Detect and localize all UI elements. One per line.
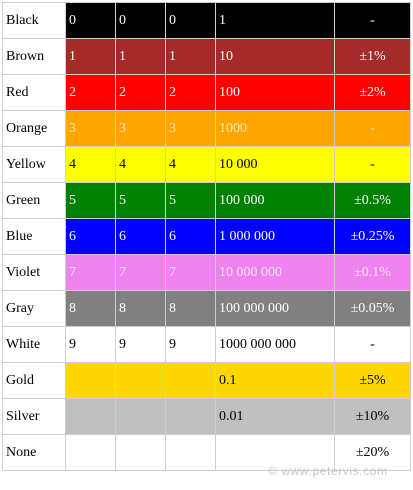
table-row: None ±20% [2,434,411,471]
digit-2-cell: 8 [115,291,165,326]
digit-2-cell [115,435,165,470]
color-name-cell: Red [2,75,65,110]
digit-2-cell: 6 [115,219,165,254]
color-name-cell: Blue [2,219,65,254]
digit-2-cell [115,399,165,434]
color-name-cell: Silver [2,399,65,434]
multiplier-cell: 100 [215,75,334,110]
table-row: White 9 9 9 1000 000 000- [2,326,411,362]
digit-1-cell: 7 [65,255,115,290]
digit-3-cell: 8 [165,291,215,326]
table-row: Green 5 5 5 100 000 ±0.5% [2,182,411,218]
multiplier-cell: 10 [215,39,334,74]
digit-1-cell: 5 [65,183,115,218]
tolerance-cell: ±0.05% [334,291,411,326]
digit-3-cell: 3 [165,111,215,146]
multiplier-cell: 100 000 000 [215,291,334,326]
digit-1-cell: 9 [65,327,115,362]
color-name-cell: Yellow [2,147,65,182]
multiplier-cell: 1000 [215,111,334,146]
color-name-cell: Orange [2,111,65,146]
multiplier-cell: 1 000 000 [215,219,334,254]
table-row: Silver 0.01 ±10% [2,398,411,434]
digit-1-cell: 4 [65,147,115,182]
digit-1-cell: 3 [65,111,115,146]
tolerance-cell: - [334,147,411,182]
digit-2-cell: 0 [115,3,165,38]
digit-3-cell: 0 [165,3,215,38]
table-row: Yellow 4 4 4 10 000- [2,146,411,182]
tolerance-cell: ±0.1% [334,255,411,290]
digit-2-cell: 7 [115,255,165,290]
digit-1-cell: 1 [65,39,115,74]
tolerance-cell: ±0.25% [334,219,411,254]
digit-3-cell: 1 [165,39,215,74]
digit-2-cell [115,363,165,398]
digit-3-cell: 6 [165,219,215,254]
multiplier-cell: 1 [215,3,334,38]
tolerance-cell: ±1% [334,39,411,74]
multiplier-cell: 100 000 [215,183,334,218]
color-name-cell: Green [2,183,65,218]
multiplier-cell: 1000 000 000 [215,327,334,362]
color-name-cell: Gold [2,363,65,398]
digit-1-cell [65,363,115,398]
digit-3-cell: 9 [165,327,215,362]
color-name-cell: Brown [2,39,65,74]
tolerance-cell: ±5% [334,363,411,398]
tolerance-cell: - [334,327,411,362]
tolerance-cell: ±10% [334,399,411,434]
digit-2-cell: 2 [115,75,165,110]
multiplier-cell: 10 000 000 [215,255,334,290]
table-row: Brown 1 1 1 10 ±1% [2,38,411,74]
digit-3-cell: 2 [165,75,215,110]
color-name-cell: Black [2,3,65,38]
color-name-cell: Violet [2,255,65,290]
table-row: Black 0 0 0 1- [2,2,411,38]
digit-3-cell: 4 [165,147,215,182]
digit-3-cell: 5 [165,183,215,218]
digit-2-cell: 3 [115,111,165,146]
color-name-cell: None [2,435,65,470]
tolerance-cell: - [334,111,411,146]
table-row: Violet 7 7 7 10 000 000 ±0.1% [2,254,411,290]
color-name-cell: Gray [2,291,65,326]
digit-2-cell: 9 [115,327,165,362]
multiplier-cell: 10 000 [215,147,334,182]
multiplier-cell: 0.01 [215,399,334,434]
digit-1-cell: 2 [65,75,115,110]
digit-1-cell: 6 [65,219,115,254]
color-name-cell: White [2,327,65,362]
tolerance-cell: ±0.5% [334,183,411,218]
digit-1-cell [65,399,115,434]
table-row: Gray 8 8 8 100 000 000 ±0.05% [2,290,411,326]
digit-3-cell [165,399,215,434]
table-row: Red 2 2 2 100 ±2% [2,74,411,110]
digit-2-cell: 5 [115,183,165,218]
table-row: Orange 3 3 3 1000- [2,110,411,146]
copyright-watermark: © www.petervis.com [268,464,388,478]
digit-2-cell: 4 [115,147,165,182]
resistor-color-code-table: Black 0 0 0 1- Brown 1 1 1 10 ±1% Red 2 2 2 100 ±2% Orang… [2,2,411,471]
table-row: Gold 0.1 ±5% [2,362,411,398]
digit-2-cell: 1 [115,39,165,74]
multiplier-cell [215,435,334,470]
digit-1-cell: 8 [65,291,115,326]
digit-1-cell [65,435,115,470]
multiplier-cell: 0.1 [215,363,334,398]
digit-1-cell: 0 [65,3,115,38]
table-row: Blue 6 6 6 1 000 000 ±0.25% [2,218,411,254]
tolerance-cell: - [334,3,411,38]
digit-3-cell: 7 [165,255,215,290]
digit-3-cell [165,363,215,398]
tolerance-cell: ±20% [334,435,411,470]
digit-3-cell [165,435,215,470]
tolerance-cell: ±2% [334,75,411,110]
